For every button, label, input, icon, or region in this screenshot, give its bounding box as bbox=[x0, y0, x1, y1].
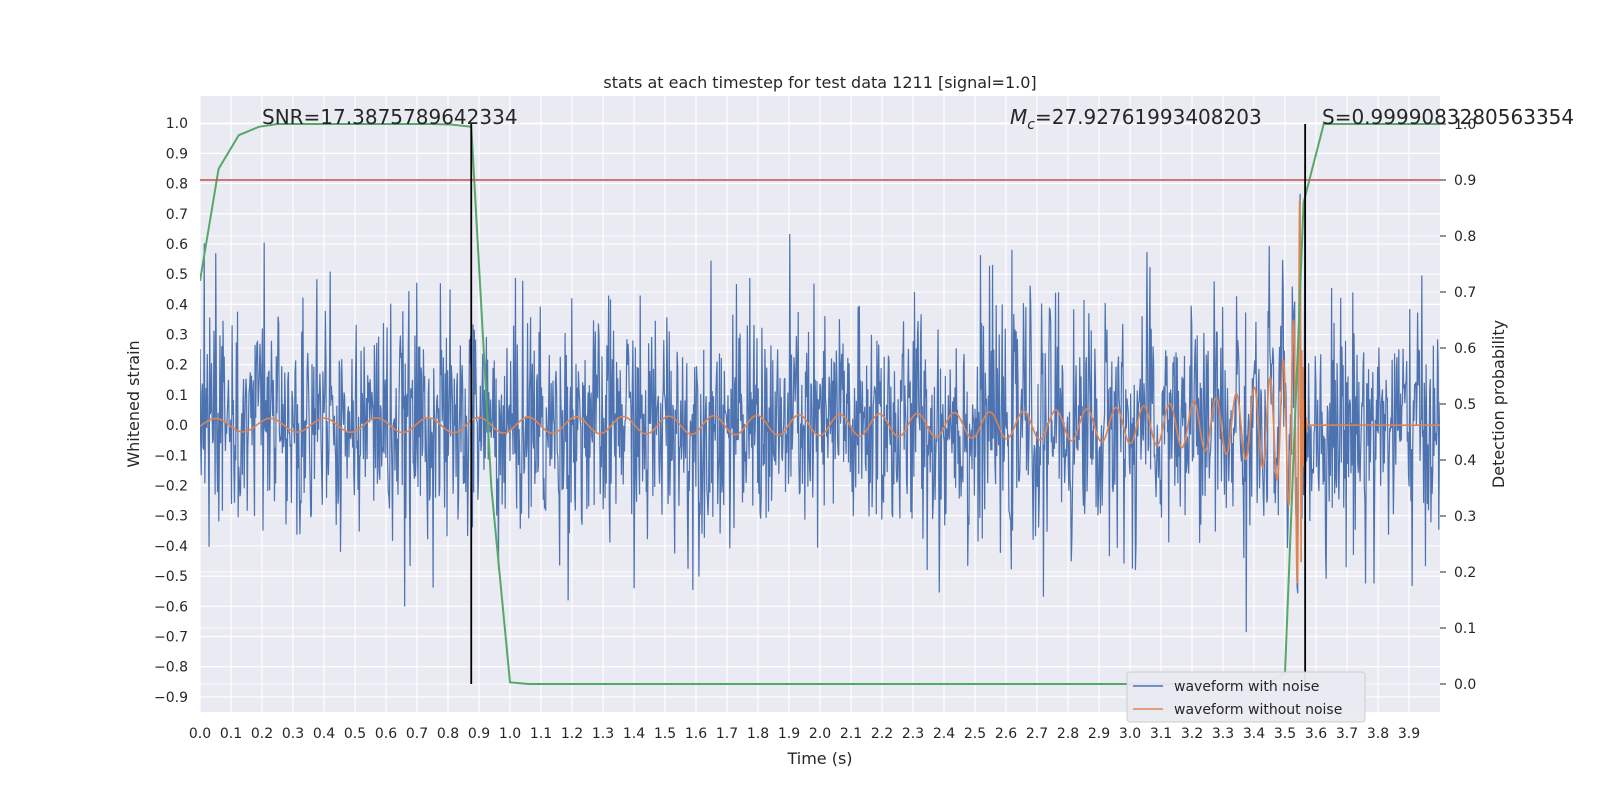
y-tick-label: −0.2 bbox=[154, 479, 188, 495]
x-tick-label: 3.7 bbox=[1336, 726, 1358, 742]
y-tick-label: −0.4 bbox=[154, 539, 188, 555]
y-tick-label: 0.9 bbox=[166, 146, 188, 162]
x-tick-label: 3.6 bbox=[1305, 726, 1327, 742]
y-tick-label: 0.8 bbox=[166, 177, 188, 193]
x-tick-label: 0.4 bbox=[313, 726, 335, 742]
legend-box bbox=[1126, 671, 1366, 723]
x-tick-label: 0.9 bbox=[468, 726, 490, 742]
x-tick-label: 2.5 bbox=[964, 726, 986, 742]
x-tick-label: 1.4 bbox=[623, 726, 645, 742]
y-tick-label: 0.1 bbox=[166, 388, 188, 404]
y-tick-label: −0.5 bbox=[154, 569, 188, 585]
y-tick-label: 0.3 bbox=[166, 328, 188, 344]
x-tick-label: 0.7 bbox=[406, 726, 428, 742]
s-annotation: S=0.9999083280563354 bbox=[1322, 105, 1574, 129]
x-tick-label: 1.6 bbox=[685, 726, 707, 742]
x-tick-label: 0.0 bbox=[189, 726, 211, 742]
x-tick-label: 1.7 bbox=[716, 726, 738, 742]
y-right-tick-label: 0.2 bbox=[1454, 565, 1476, 581]
series-waveform-with-noise bbox=[200, 164, 1440, 633]
x-tick-label: 2.9 bbox=[1088, 726, 1110, 742]
x-tick-label: 3.3 bbox=[1212, 726, 1234, 742]
y-tick-label: 0.4 bbox=[166, 297, 188, 313]
x-tick-label: 2.4 bbox=[933, 726, 955, 742]
y-right-tick-label: 0.5 bbox=[1454, 397, 1476, 413]
series-detection-probability bbox=[200, 123, 1440, 685]
x-tick-label: 2.3 bbox=[902, 726, 924, 742]
x-tick-label: 3.4 bbox=[1243, 726, 1265, 742]
x-tick-label: 0.5 bbox=[344, 726, 366, 742]
x-tick-label: 1.0 bbox=[499, 726, 521, 742]
x-tick-label: 0.2 bbox=[251, 726, 273, 742]
y-tick-label: 0.6 bbox=[166, 237, 188, 253]
y-axis-label: Whitened strain bbox=[124, 340, 143, 467]
x-tick-label: 0.6 bbox=[375, 726, 397, 742]
x-tick-label: 2.1 bbox=[840, 726, 862, 742]
x-tick-label: 1.5 bbox=[654, 726, 676, 742]
series-waveform-without-noise bbox=[200, 200, 1440, 584]
y-right-tick-label: 0.6 bbox=[1454, 341, 1476, 357]
legend: waveform with noise waveform without noi… bbox=[1126, 671, 1366, 723]
mc-subscript: c bbox=[1027, 117, 1035, 133]
y-tick-label: 0.2 bbox=[166, 358, 188, 374]
x-tick-label: 1.3 bbox=[592, 726, 614, 742]
vertical-markers bbox=[470, 124, 1307, 684]
x-tick-label: 3.5 bbox=[1274, 726, 1296, 742]
x-tick-label: 1.1 bbox=[530, 726, 552, 742]
y-axis-right-ticks: 1.0 0.9 0.8 0.7 0.6 0.5 0.4 0.3 0.2 0.1 0.0 bbox=[1440, 117, 1476, 693]
y-right-tick-label: 1.0 bbox=[1454, 117, 1476, 133]
x-tick-label: 0.8 bbox=[437, 726, 459, 742]
y-tick-label: −0.3 bbox=[154, 509, 188, 525]
x-tick-label: 1.9 bbox=[778, 726, 800, 742]
x-tick-label: 3.9 bbox=[1398, 726, 1420, 742]
x-tick-label: 1.8 bbox=[747, 726, 769, 742]
y-right-tick-label: 0.1 bbox=[1454, 621, 1476, 637]
y-right-tick-label: 0.4 bbox=[1454, 453, 1476, 469]
y-tick-label: 0.7 bbox=[166, 207, 188, 223]
x-tick-label: 3.0 bbox=[1119, 726, 1141, 742]
x-tick-label: 2.2 bbox=[871, 726, 893, 742]
x-tick-label: 0.3 bbox=[282, 726, 304, 742]
chart-title: stats at each timestep for test data 121… bbox=[603, 73, 1036, 92]
y-tick-label: −0.1 bbox=[154, 448, 188, 464]
y-tick-label: 0.0 bbox=[166, 418, 188, 434]
y-tick-label: 1.0 bbox=[166, 116, 188, 132]
x-axis-ticks: 0.0 0.1 0.2 0.3 0.4 0.5 0.6 0.7 0.8 0.9 1.0 1.1 1.2 1… bbox=[189, 726, 1420, 742]
legend-label-waveform-with-noise: waveform with noise bbox=[1174, 679, 1319, 695]
y-right-tick-label: 0.8 bbox=[1454, 229, 1476, 245]
x-tick-label: 0.1 bbox=[220, 726, 242, 742]
y-axis-right-label: Detection probability bbox=[1489, 320, 1508, 488]
x-tick-label: 1.2 bbox=[561, 726, 583, 742]
mc-symbol: M bbox=[1010, 105, 1027, 129]
y-tick-label: −0.9 bbox=[154, 690, 188, 706]
x-tick-label: 3.8 bbox=[1367, 726, 1389, 742]
x-tick-label: 2.8 bbox=[1057, 726, 1079, 742]
y-tick-label: 0.5 bbox=[166, 267, 188, 283]
y-tick-label: −0.7 bbox=[154, 630, 188, 646]
x-tick-label: 2.7 bbox=[1026, 726, 1048, 742]
x-tick-label: 3.1 bbox=[1150, 726, 1172, 742]
y-right-tick-label: 0.0 bbox=[1454, 677, 1476, 693]
snr-annotation: SNR=17.3875789642334 bbox=[262, 105, 518, 129]
x-axis-label: Time (s) bbox=[786, 749, 852, 768]
y-right-tick-label: 0.9 bbox=[1454, 173, 1476, 189]
x-tick-label: 2.0 bbox=[809, 726, 831, 742]
legend-label-waveform-without-noise: waveform without noise bbox=[1174, 702, 1342, 718]
y-right-tick-label: 0.3 bbox=[1454, 509, 1476, 525]
mc-value: =27.92761993408203 bbox=[1035, 105, 1262, 129]
x-tick-label: 2.6 bbox=[995, 726, 1017, 742]
mc-annotation: Mc=27.92761993408203 bbox=[1010, 105, 1262, 133]
y-tick-label: −0.8 bbox=[154, 660, 188, 676]
y-right-tick-label: 0.7 bbox=[1454, 285, 1476, 301]
y-tick-label: −0.6 bbox=[154, 599, 188, 615]
x-tick-label: 3.2 bbox=[1181, 726, 1203, 742]
y-axis-ticks: 1.0 0.9 0.8 0.7 0.6 0.5 0.4 0.3 0.2 0.1 0.0 −0.1 −0.… bbox=[154, 116, 188, 706]
